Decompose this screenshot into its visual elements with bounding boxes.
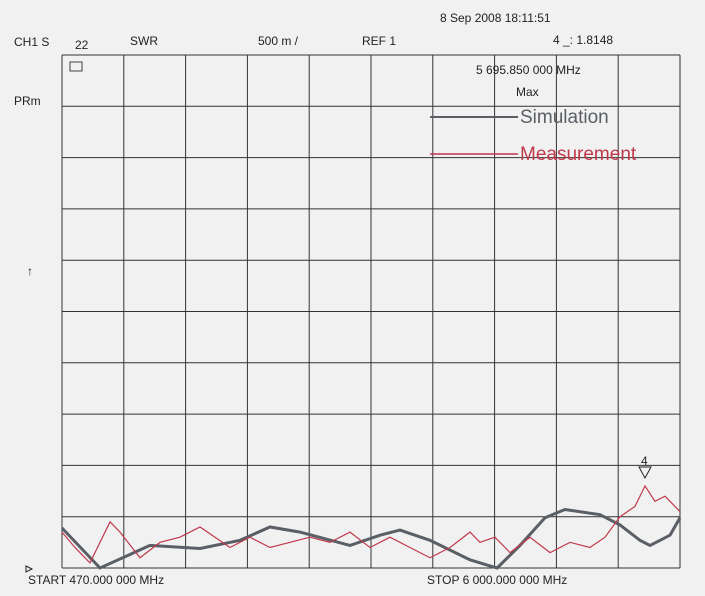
series-line bbox=[60, 507, 682, 570]
reference: REF 1 bbox=[362, 34, 396, 48]
status-icon bbox=[69, 61, 83, 72]
legend-label: Measurement bbox=[520, 144, 637, 165]
ref-marker bbox=[25, 565, 34, 573]
marker-number: 4 bbox=[641, 454, 648, 468]
channel: CH1 S bbox=[14, 35, 49, 49]
marker-mode: Max bbox=[516, 85, 539, 99]
ref-arrow: ↑ bbox=[27, 264, 33, 278]
legend-label: Simulation bbox=[520, 107, 609, 128]
side-label: PRm bbox=[14, 94, 41, 108]
format: SWR bbox=[130, 34, 158, 48]
param-index: 22 bbox=[75, 38, 89, 52]
marker-triangle bbox=[638, 466, 652, 480]
series-line bbox=[61, 484, 681, 564]
start-label: START 470.000 000 MHz bbox=[28, 573, 164, 587]
marker-readout: 4 _: 1.8148 bbox=[553, 33, 613, 47]
timestamp: 8 Sep 2008 18:11:51 bbox=[440, 11, 551, 25]
stop-label: STOP 6 000.000 000 MHz bbox=[427, 573, 567, 587]
scale: 500 m / bbox=[258, 34, 299, 48]
plot bbox=[60, 54, 682, 570]
marker-frequency: 5 695.850 000 MHz bbox=[476, 63, 581, 77]
